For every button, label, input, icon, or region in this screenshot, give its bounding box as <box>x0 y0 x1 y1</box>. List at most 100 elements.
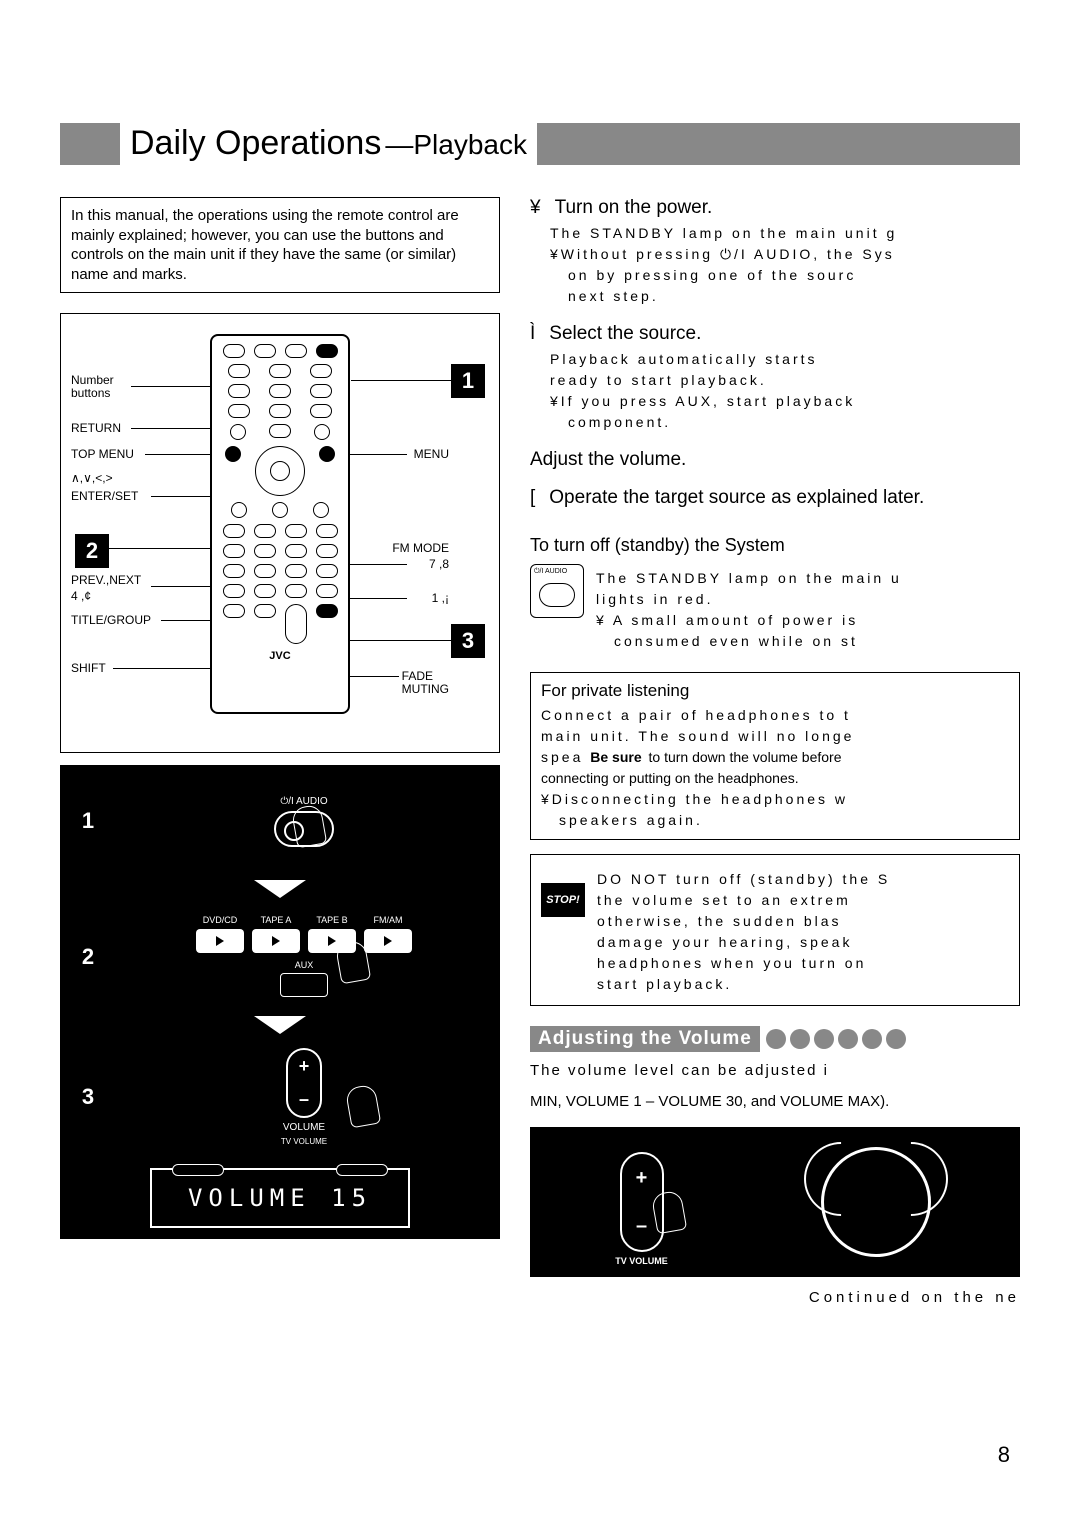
private-line2: main unit. The sound will no longe <box>541 726 1009 747</box>
remote-body: JVC <box>210 334 350 714</box>
line <box>131 386 211 387</box>
step-panel-2: 2 <box>61 902 499 1012</box>
title-main: Daily Operations <box>130 124 381 163</box>
line <box>161 620 213 621</box>
line <box>131 428 211 429</box>
label-number-buttons: Number buttons <box>71 374 114 400</box>
label-fade-muting: FADE MUTING <box>402 670 449 696</box>
instruction-step-4: [Operate the target source as explained … <box>530 487 1020 509</box>
warning-box: STOP! DO NOT turn off (standby) the S th… <box>530 854 1020 1006</box>
private-listening-box: For private listening Connect a pair of … <box>530 672 1020 840</box>
continued-text: Continued on the ne <box>530 1289 1020 1306</box>
adjusting-text1: The volume level can be adjusted i <box>530 1060 1020 1083</box>
remote-badge-1: 1 <box>451 364 485 398</box>
brand-label: JVC <box>220 650 340 662</box>
title-bar: Daily Operations —Playback <box>60 120 1020 167</box>
label-top-menu: TOP MENU <box>71 448 134 461</box>
content: In this manual, the operations using the… <box>60 197 1020 1306</box>
page-title: Daily Operations —Playback <box>120 120 537 167</box>
line <box>145 454 213 455</box>
step2-line2: ready to start playback. <box>550 370 1020 391</box>
right-column: ¥Turn on the power. The STANDBY lamp on … <box>530 197 1020 1306</box>
title-bar-right-block <box>537 123 1020 165</box>
arrow-down-icon <box>254 1016 306 1034</box>
step2-line1: Playback automatically starts <box>550 349 1020 370</box>
step1-line3: on by pressing one of the sourc <box>568 265 1020 286</box>
turnoff-head: To turn off (standby) the System <box>530 535 1020 556</box>
instruction-step-3: Adjust the volume. <box>530 449 1020 471</box>
warn-line5: headphones when you turn on <box>597 953 890 974</box>
label-title-group: TITLE/GROUP <box>71 614 151 627</box>
volume-display: VOLUME 15 <box>150 1168 410 1228</box>
warn-line3: otherwise, the sudden blas <box>597 911 890 932</box>
finger-icon <box>650 1190 686 1235</box>
label-shift: SHIFT <box>71 662 106 675</box>
label-cursors: ∧,∨,<,> <box>71 472 113 485</box>
remote-badge-2: 2 <box>75 534 109 568</box>
standby-button-icon <box>530 564 584 618</box>
step3-head: Adjust the volume. <box>530 449 686 471</box>
stop-icon: STOP! <box>541 883 585 917</box>
label-seven-eight: 7 ,8 <box>429 558 449 571</box>
intro-box: In this manual, the operations using the… <box>60 197 500 293</box>
line <box>113 668 213 669</box>
volume-rocker-icon: +– <box>286 1048 322 1118</box>
line <box>109 548 213 549</box>
source-aux <box>280 973 328 997</box>
private-line3a: spea <box>541 749 583 765</box>
line <box>347 676 399 677</box>
label-one-i: 1 ,¡ <box>432 592 449 605</box>
line <box>347 640 451 641</box>
line <box>347 598 407 599</box>
warn-line4: damage your hearing, speak <box>597 932 890 953</box>
remote-diagram: 1 2 3 Number buttons RETURN TOP MENU ∧,∨… <box>60 313 500 753</box>
vol-label: VOLUME <box>283 1122 325 1133</box>
finger-icon <box>345 1084 381 1129</box>
label-four-dir: 4 ,¢ <box>71 590 91 603</box>
page-number: 8 <box>998 1442 1010 1468</box>
title-sub: —Playback <box>385 129 527 161</box>
step-panel-1: 1 ⏻/I AUDIO <box>61 766 499 876</box>
label-return: RETURN <box>71 422 121 435</box>
title-bar-left-block <box>60 123 120 165</box>
turnoff-body: The STANDBY lamp on the main u lights in… <box>530 564 1020 652</box>
arrow-down-icon <box>254 880 306 898</box>
left-column: In this manual, the operations using the… <box>60 197 500 1306</box>
step1-head: Turn on the power. <box>555 197 713 219</box>
line <box>151 496 213 497</box>
private-line3c: to turn down the volume before <box>649 749 842 765</box>
label-menu: MENU <box>414 448 449 461</box>
step2-line3: ¥If you press AUX, start playback <box>550 391 1020 412</box>
private-line4: connecting or putting on the headphones. <box>541 768 1009 789</box>
step2-line4: component. <box>568 412 1020 433</box>
line <box>347 454 407 455</box>
step-num-1: 1 <box>71 804 105 838</box>
steps-box: 1 ⏻/I AUDIO 2 <box>60 765 500 1239</box>
tv-vol-label: TV VOLUME <box>281 1137 327 1146</box>
adjusting-header: Adjusting the Volume <box>530 1026 1020 1052</box>
step1-line4: next step. <box>568 286 1020 307</box>
step-num-3: 3 <box>71 1080 105 1114</box>
volume-knob-icon <box>821 1147 931 1257</box>
step2-head: Select the source. <box>549 323 701 345</box>
turnoff-line2: lights in red. <box>596 589 902 610</box>
finger-icon <box>291 804 327 849</box>
warn-line1: DO NOT turn off (standby) the S <box>597 869 890 890</box>
turnoff-line1: The STANDBY lamp on the main u <box>596 568 902 589</box>
private-line6: speakers again. <box>559 810 1009 831</box>
step4-head: Operate the target source as explained l… <box>549 487 924 509</box>
adjusting-text2: MIN, VOLUME 1 – VOLUME 30, and VOLUME MA… <box>530 1091 1020 1114</box>
instruction-step-2: ÌSelect the source. Playback automatical… <box>530 323 1020 433</box>
label-fm-mode: FM MODE <box>392 542 449 555</box>
line <box>151 586 213 587</box>
private-line1: Connect a pair of headphones to t <box>541 705 1009 726</box>
turnoff-line4: consumed even while on st <box>614 631 902 652</box>
warn-line2: the volume set to an extrem <box>597 890 890 911</box>
warn-line6: start playback. <box>597 974 890 995</box>
step1-line1: The STANDBY lamp on the main unit g <box>550 223 1020 244</box>
private-line3b: Be sure <box>590 749 641 765</box>
volume-controls-box: +– <box>530 1127 1020 1277</box>
source-tapea <box>252 929 300 953</box>
source-fmam <box>364 929 412 953</box>
turnoff-line3: ¥ A small amount of power is <box>596 610 902 631</box>
